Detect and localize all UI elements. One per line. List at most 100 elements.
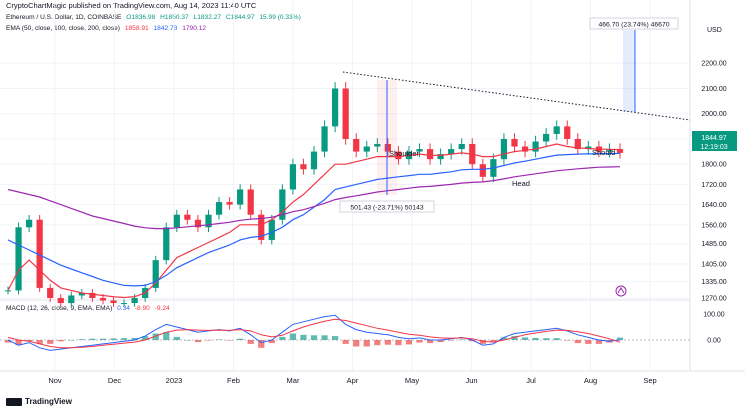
time-axis[interactable]: Nov Dec 2023 Feb Mar Apr May Jun Jul Aug Sep	[48, 376, 656, 385]
candle-body	[99, 298, 107, 301]
macd-hist-bar	[543, 338, 550, 340]
price-tick-label: 1800.00	[701, 162, 726, 169]
macd-hist-bar	[363, 340, 370, 347]
time-tick-label: Sep	[643, 376, 656, 385]
macd-hist-bar	[616, 337, 624, 340]
candle-body	[184, 214, 191, 220]
hist-value: -9.24	[154, 305, 170, 312]
symbol-name[interactable]: Ethereum / U.S. Dollar, 1D, COINBASE	[6, 14, 122, 21]
signal-value: -8.90	[134, 305, 150, 312]
macd-legend[interactable]: MACD (12, 26, close, 9, EMA, EMA) 0.34 -…	[6, 305, 173, 312]
macd-hist-bar	[110, 338, 117, 340]
macd-hist-bar	[353, 340, 360, 347]
candle-body	[321, 126, 328, 152]
time-tick-label: Apr	[347, 376, 359, 385]
last-price-badge	[692, 131, 737, 151]
macd-hist-bar	[331, 336, 339, 340]
macd-hist-bar	[173, 336, 180, 340]
time-tick-label: May	[405, 376, 419, 385]
tradingview-logo-icon	[6, 397, 22, 406]
candle-body	[342, 88, 349, 139]
price-tick-label: 1640.00	[701, 202, 726, 209]
candle-body	[564, 126, 571, 139]
macd-hist-bar	[289, 333, 297, 340]
candle-body	[416, 149, 423, 152]
price-tick-label: 1560.00	[701, 222, 726, 229]
candle-body	[458, 144, 465, 150]
macd-hist-bar	[500, 337, 508, 340]
candle-body	[47, 287, 54, 298]
time-tick-label: Aug	[584, 376, 597, 385]
publisher-line: CryptoChartMagic published on TradingVie…	[6, 1, 257, 10]
range-measure-up[interactable]	[623, 30, 635, 112]
macd-hist-bar	[595, 340, 603, 344]
footer-brand[interactable]: TradingView	[6, 397, 72, 406]
macd-hist-bar	[437, 340, 444, 343]
candle-body	[553, 126, 560, 134]
candle-body	[384, 144, 391, 152]
price-tick-label: 1270.00	[701, 296, 726, 303]
macd-hist-bar	[258, 340, 265, 348]
time-tick-label: Dec	[108, 376, 122, 385]
descending-trendline[interactable]	[342, 71, 691, 121]
ema200-value: 1790.12	[182, 25, 207, 32]
macd-tick-label: 100.00	[703, 312, 725, 319]
macd-hist-bar	[564, 340, 571, 341]
shoulder-left-label: Shoulder	[389, 149, 420, 158]
ema200-line	[7, 166, 621, 230]
candle-body	[616, 149, 624, 153]
candle-body	[500, 138, 508, 160]
range-bottom-box	[339, 200, 435, 213]
macd-hist-bar	[194, 340, 202, 343]
macd-label: MACD (12, 26, close, 9, EMA, EMA)	[6, 305, 113, 312]
macd-hist-bar	[279, 336, 286, 340]
ema-legend[interactable]: EMA (50, close, 100, close, 200, close) …	[6, 25, 209, 32]
candle-body	[15, 227, 22, 291]
price-tick-label: 1485.00	[701, 241, 726, 248]
time-tick-label: Nov	[48, 376, 62, 385]
price-tick-label: 2000.00	[701, 111, 726, 118]
candle-body	[226, 202, 233, 205]
candle-body	[363, 146, 370, 152]
macd-hist-bar	[184, 340, 191, 341]
range-top-box	[589, 17, 679, 30]
macd-hist-bar	[57, 340, 64, 342]
settings-icon[interactable]	[615, 285, 627, 297]
ohlc-change: 15.99 (0.33%)	[259, 14, 301, 21]
candle-body	[395, 151, 402, 160]
macd-hist-bar	[68, 340, 75, 341]
macd-hist-bar	[4, 340, 12, 343]
ema-label: EMA (50, close, 100, close, 200, close)	[6, 25, 120, 32]
currency-label: USD	[707, 27, 722, 34]
candle-body	[36, 219, 43, 288]
macd-hist-bar	[78, 339, 85, 340]
candle-body	[247, 189, 254, 215]
macd-value: 0.34	[117, 305, 130, 312]
macd-hist-bar	[47, 340, 54, 344]
last-price-value: 1844.97	[701, 135, 726, 142]
time-tick-label: Jul	[526, 376, 536, 385]
signal-line	[7, 318, 621, 349]
macd-hist-bar	[574, 340, 581, 344]
macd-hist-bar	[479, 340, 486, 344]
macd-hist-bar	[426, 340, 434, 344]
candle-body	[78, 292, 85, 296]
candle-body	[310, 151, 318, 170]
macd-hist-bar	[152, 333, 159, 340]
candle-body	[448, 149, 455, 155]
macd-hist-bar	[448, 340, 455, 341]
candles	[4, 82, 624, 307]
countdown-value: 12:19:03	[700, 144, 727, 151]
candle-body	[300, 164, 307, 170]
candle-body	[574, 138, 581, 150]
macd-hist-bar	[215, 339, 223, 340]
candle-body	[374, 144, 381, 147]
range-bottom-label: 501.43 (-23.71%) 50143	[350, 205, 424, 212]
macd-hist-bar	[300, 334, 307, 340]
macd-axis[interactable]: 100.00 0.00	[703, 312, 725, 345]
macd-hist-bar	[25, 340, 33, 342]
candle-body	[205, 214, 212, 228]
macd-hist-bar	[131, 337, 138, 340]
price-axis[interactable]: 2200.002100.002000.001900.001800.001720.…	[701, 61, 726, 303]
